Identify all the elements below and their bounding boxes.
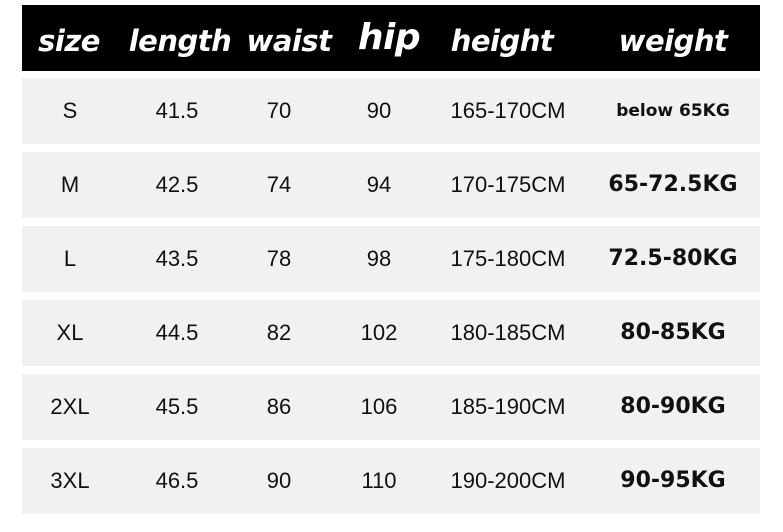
cell-length: 41.5 xyxy=(155,98,199,123)
header-size: size xyxy=(38,24,100,58)
cell-height: 170-175CM xyxy=(450,172,566,197)
table-row: 2XL 45.5 86 106 185-190CM 80-90KG xyxy=(22,374,760,440)
cell-size: 3XL xyxy=(50,468,90,493)
cell-waist: 78 xyxy=(266,246,292,271)
cell-size: M xyxy=(60,172,80,197)
cell-hip: 106 xyxy=(360,394,398,419)
table-row: XL 44.5 82 102 180-185CM 80-85KG xyxy=(22,300,760,366)
cell-waist: 82 xyxy=(266,320,292,345)
cell-hip: 102 xyxy=(360,320,398,345)
table-header: size length waist hip height weight xyxy=(22,5,760,71)
cell-length: 44.5 xyxy=(155,320,199,345)
cell-weight: 80-85KG xyxy=(620,320,726,345)
table-row: S 41.5 70 90 165-170CM below 65KG xyxy=(22,78,760,144)
cell-weight: below 65KG xyxy=(616,101,730,121)
table-row: M 42.5 74 94 170-175CM 65-72.5KG xyxy=(22,152,760,218)
cell-height: 185-190CM xyxy=(450,394,566,419)
cell-height: 180-185CM xyxy=(450,320,566,345)
cell-hip: 110 xyxy=(361,468,397,493)
cell-length: 43.5 xyxy=(155,246,199,271)
cell-size: S xyxy=(62,98,78,123)
cell-weight: 72.5-80KG xyxy=(608,246,738,271)
header-height: height xyxy=(450,24,554,58)
cell-weight: 90-95KG xyxy=(620,468,726,493)
header-weight: weight xyxy=(618,24,728,58)
header-waist: waist xyxy=(246,24,332,58)
cell-hip: 90 xyxy=(366,98,392,123)
cell-size: XL xyxy=(56,320,84,345)
cell-length: 46.5 xyxy=(155,468,199,493)
cell-waist: 74 xyxy=(266,172,292,197)
cell-length: 45.5 xyxy=(155,394,199,419)
cell-waist: 86 xyxy=(266,394,292,419)
cell-waist: 90 xyxy=(266,468,292,493)
cell-weight: 65-72.5KG xyxy=(608,172,738,197)
table-row: 3XL 46.5 90 110 190-200CM 90-95KG xyxy=(22,448,760,514)
header-length: length xyxy=(128,24,232,58)
cell-height: 190-200CM xyxy=(450,468,566,493)
header-hip: hip xyxy=(357,17,421,58)
table-row: L 43.5 78 98 175-180CM 72.5-80KG xyxy=(22,226,760,292)
cell-length: 42.5 xyxy=(155,172,199,197)
cell-height: 165-170CM xyxy=(450,98,566,123)
cell-size: 2XL xyxy=(50,394,90,419)
cell-waist: 70 xyxy=(266,98,292,123)
cell-size: L xyxy=(63,246,77,271)
cell-hip: 98 xyxy=(366,246,392,271)
cell-weight: 80-90KG xyxy=(620,394,726,419)
cell-height: 175-180CM xyxy=(450,246,566,271)
cell-hip: 94 xyxy=(366,172,392,197)
